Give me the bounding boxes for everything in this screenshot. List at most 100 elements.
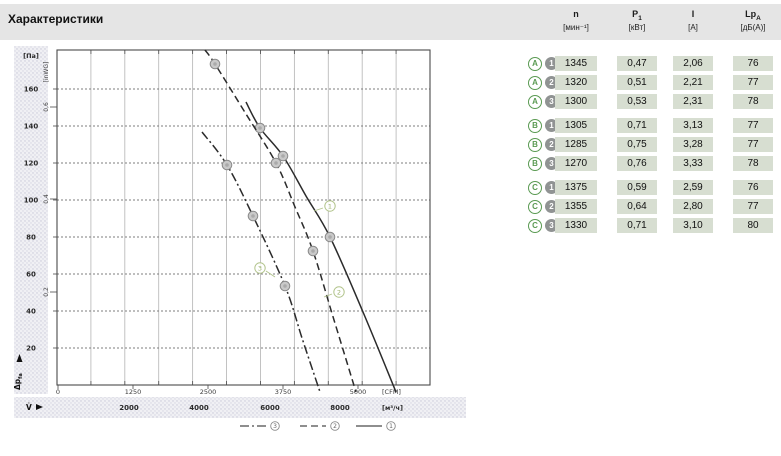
svg-text:3: 3 [258,264,262,272]
table-cell: 0,53 [617,94,657,109]
svg-text:80: 80 [26,234,36,242]
curve-letter-badge: A [528,76,542,90]
curve-letter-badge: B [528,157,542,171]
table-cell: 77 [733,118,773,133]
svg-text:3750: 3750 [275,388,292,396]
table-cell: 1375 [555,180,597,195]
table-cell: 0,51 [617,75,657,90]
legend-number-label [270,421,280,431]
table-cell: 1270 [555,156,597,171]
curve-letter-badge: C [528,181,542,195]
point-number-badge: 1 [545,119,558,132]
table-cell: 77 [733,199,773,214]
point-number-badge: 3 [545,95,558,108]
point-number-badge: 2 [545,76,558,89]
curve-number-label [324,200,336,212]
svg-text:40: 40 [26,308,36,316]
point-number-badge: 3 [545,219,558,232]
svg-text:0: 0 [56,388,60,396]
column-unit: [A] [688,23,698,33]
table-cell: 3,28 [673,137,713,152]
svg-text:[м³/ч]: [м³/ч] [382,404,403,412]
table-cell: 77 [733,137,773,152]
svg-text:1: 1 [389,423,393,430]
svg-text:1250: 1250 [125,388,142,396]
table-cell: 0,47 [617,56,657,71]
legend-number-label [386,421,396,431]
svg-text:2: 2 [337,288,341,296]
svg-text:1: 1 [328,202,332,210]
svg-text:[inWG]: [inWG] [43,62,50,83]
svg-text:4000: 4000 [189,404,209,412]
svg-text:60: 60 [26,271,36,279]
svg-text:[Па]: [Па] [23,52,39,60]
column-symbol: P [632,9,639,19]
title-band: Характеристики n [мин⁻¹] P1 [кВт] I [A] … [0,4,781,40]
column-header-n: n [мин⁻¹] [546,9,606,34]
table-cell: 2,80 [673,199,713,214]
table-cell: 2,31 [673,94,713,109]
table-cell: 2,21 [673,75,713,90]
svg-text:0,2: 0,2 [43,287,50,297]
svg-text:120: 120 [24,160,39,168]
column-header-p1: P1 [кВт] [607,9,667,34]
point-number-badge: 3 [545,157,558,170]
column-symbol: Lp [745,9,757,19]
table-cell: 3,33 [673,156,713,171]
column-symbol: I [691,9,695,19]
table-cell: 0,71 [617,218,657,233]
svg-text:0,6: 0,6 [43,102,50,112]
svg-text:2000: 2000 [119,404,139,412]
curve-number-label [333,286,345,298]
table-cell: 1305 [555,118,597,133]
table-cell: 1285 [555,137,597,152]
table-cell: 3,13 [673,118,713,133]
column-unit: [дБ(A)] [740,23,766,33]
column-header-i: I [A] [663,9,723,34]
svg-text:V̇: V̇ [26,403,32,412]
table-cell: 1330 [555,218,597,233]
table-cell: 2,06 [673,56,713,71]
curve-letter-badge: A [528,95,542,109]
page-title: Характеристики [8,12,104,26]
svg-text:6000: 6000 [260,404,280,412]
fan-curve-3 [201,131,321,393]
curve-letter-badge: C [528,219,542,233]
curve-letter-badge: B [528,119,542,133]
column-symbol: n [573,9,579,19]
table-cell: 78 [733,156,773,171]
svg-text:Δpfa: Δpfa [13,373,24,390]
svg-text:100: 100 [24,197,39,205]
table-cell: 78 [733,94,773,109]
table-cell: 1300 [555,94,597,109]
svg-text:[CFM]: [CFM] [382,388,401,396]
svg-text:2: 2 [333,423,337,430]
fan-curve-chart: 160 140 120 100 80 60 40 20 [Па] 0,6 0,4 0,2 [inWG] 0… [0,40,500,450]
point-number-badge: 1 [545,57,558,70]
table-cell: 0,76 [617,156,657,171]
point-number-badge: 1 [545,181,558,194]
point-number-badge: 2 [545,200,558,213]
curve-number-label [254,262,266,274]
table-cell: 1345 [555,56,597,71]
svg-text:5000: 5000 [350,388,367,396]
svg-text:160: 160 [24,86,39,94]
column-header-lpa: LpA [дБ(A)] [723,9,781,34]
curve-letter-badge: C [528,200,542,214]
table-cell: 2,59 [673,180,713,195]
table-cell: 0,75 [617,137,657,152]
svg-text:2500: 2500 [200,388,217,396]
point-number-badge: 2 [545,138,558,151]
svg-text:3: 3 [273,423,277,430]
table-cell: 0,59 [617,180,657,195]
table-cell: 76 [733,56,773,71]
fan-curve-2 [204,49,357,393]
svg-text:140: 140 [24,123,39,131]
column-unit: [мин⁻¹] [563,23,589,33]
svg-text:8000: 8000 [330,404,350,412]
table-cell: 77 [733,75,773,90]
table-cell: 80 [733,218,773,233]
table-cell: 0,64 [617,199,657,214]
column-unit: [кВт] [628,23,646,33]
